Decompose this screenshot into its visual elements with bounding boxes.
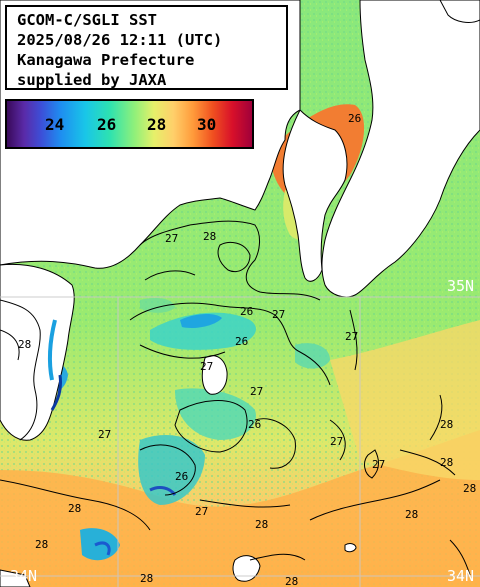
cool-water-bay bbox=[150, 312, 256, 350]
land-oshima bbox=[201, 355, 228, 395]
contour-label: 28 bbox=[285, 575, 298, 587]
contour-label: 26 bbox=[235, 335, 248, 348]
contour-label: 28 bbox=[440, 456, 453, 469]
contour-label: 27 bbox=[200, 360, 213, 373]
contour-label: 26 bbox=[175, 470, 188, 483]
colorbar-gradient bbox=[7, 101, 252, 147]
contour-label: 27 bbox=[345, 330, 358, 343]
contour-label: 27 bbox=[98, 428, 111, 441]
lat-label-35n-right: 35N bbox=[447, 277, 475, 295]
warm-water-south-east bbox=[330, 320, 480, 480]
contour-label: 26 bbox=[240, 305, 253, 318]
land-miura bbox=[282, 109, 348, 282]
lat-label-34n-left: 34N bbox=[10, 567, 38, 585]
contour-label: 27 bbox=[272, 308, 285, 321]
contour-label: 27 bbox=[330, 435, 343, 448]
land-northeast bbox=[321, 0, 480, 298]
title-line-supplier: supplied by JAXA bbox=[17, 71, 167, 89]
contour-label: 28 bbox=[440, 418, 453, 431]
title-box: GCOM-C/SGLI SST 2025/08/26 12:11 (UTC) K… bbox=[5, 5, 288, 90]
land-island-s2 bbox=[344, 543, 357, 553]
title-line-datetime: 2025/08/26 12:11 (UTC) bbox=[17, 31, 223, 49]
contours bbox=[0, 220, 471, 576]
land-izu bbox=[0, 263, 75, 441]
contour-label: 28 bbox=[140, 572, 153, 585]
contour-label: 28 bbox=[18, 338, 31, 351]
contour-label: 28 bbox=[405, 508, 418, 521]
contour-label: 27 bbox=[250, 385, 263, 398]
colorbar-tick: 24 bbox=[45, 115, 65, 134]
contour-label: 27 bbox=[195, 505, 208, 518]
colorbar-tick: 30 bbox=[197, 115, 217, 134]
title-line-prefecture: Kanagawa Prefecture bbox=[17, 51, 195, 69]
contour-label: 27 bbox=[372, 458, 385, 471]
cool-water-mid bbox=[175, 388, 256, 440]
colorbar: 24 26 28 30 bbox=[5, 99, 254, 149]
contour-label: 28 bbox=[255, 518, 268, 531]
contour-label: 26 bbox=[348, 112, 361, 125]
title-line-product: GCOM-C/SGLI SST bbox=[17, 11, 157, 29]
lat-label-35n-left: 35N bbox=[3, 277, 31, 295]
graticule bbox=[0, 296, 480, 587]
contour-label: 28 bbox=[68, 502, 81, 515]
contour-labels: 26 27 28 26 27 27 28 27 27 26 28 27 27 2… bbox=[18, 112, 476, 587]
contour-label: 27 bbox=[165, 232, 178, 245]
contour-label: 28 bbox=[463, 482, 476, 495]
colorbar-tick: 28 bbox=[147, 115, 167, 134]
contour-label: 28 bbox=[203, 230, 216, 243]
contour-label: 26 bbox=[248, 418, 261, 431]
colorbar-tick: 26 bbox=[97, 115, 117, 134]
lat-label-34n-right: 34N bbox=[447, 567, 475, 585]
contour-label: 28 bbox=[35, 538, 48, 551]
land-island-s1 bbox=[232, 555, 261, 582]
